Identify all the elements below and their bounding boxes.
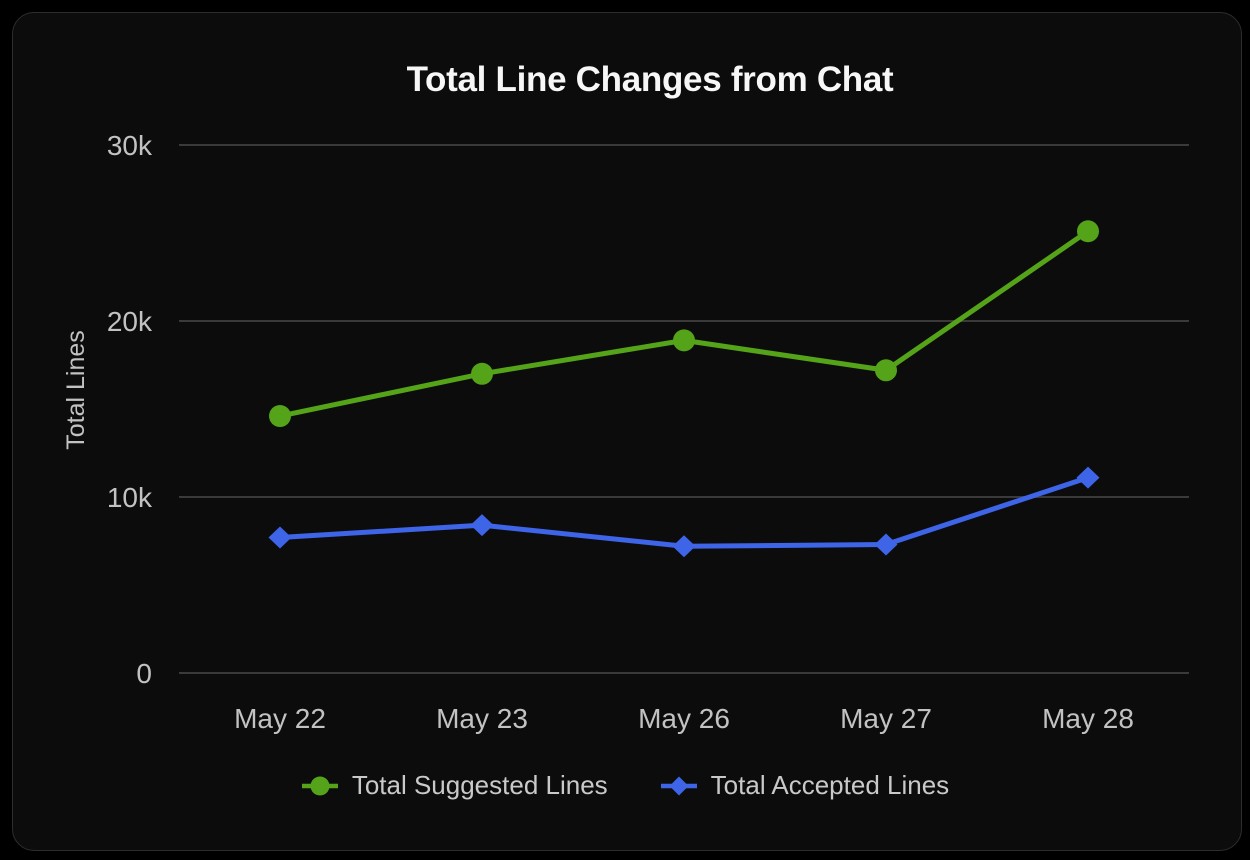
data-point-total-accepted-lines[interactable] <box>672 535 696 558</box>
green-circle-marker-icon <box>301 774 339 798</box>
blue-diamond-marker-icon <box>660 774 698 798</box>
chart-legend: Total Suggested Lines Total Accepted Lin… <box>0 770 1250 801</box>
legend-item-total-accepted-lines[interactable]: Total Accepted Lines <box>660 770 950 801</box>
y-tick-label: 0 <box>136 658 152 689</box>
data-point-total-suggested-lines[interactable] <box>875 359 897 382</box>
data-point-total-suggested-lines[interactable] <box>269 405 291 428</box>
chart-title: Total Line Changes from Chat <box>406 60 894 99</box>
legend-item-total-suggested-lines[interactable]: Total Suggested Lines <box>301 770 608 801</box>
data-point-total-suggested-lines[interactable] <box>673 329 695 352</box>
y-axis-title: Total Lines <box>62 330 90 450</box>
data-point-total-accepted-lines[interactable] <box>268 526 292 549</box>
y-tick-label: 20k <box>107 306 153 337</box>
y-tick-label: 10k <box>107 482 153 513</box>
legend-label: Total Accepted Lines <box>710 770 950 800</box>
data-point-total-accepted-lines[interactable] <box>1076 466 1100 489</box>
x-tick-label: May 22 <box>234 703 326 734</box>
series-line-total-suggested-lines <box>277 228 1091 419</box>
x-tick-label: May 28 <box>1042 703 1134 734</box>
x-tick-label: May 23 <box>436 703 528 734</box>
x-tick-label: May 27 <box>840 703 932 734</box>
x-tick-label: May 26 <box>638 703 730 734</box>
data-point-total-accepted-lines[interactable] <box>470 514 494 537</box>
data-point-total-suggested-lines[interactable] <box>1077 220 1099 243</box>
legend-label: Total Suggested Lines <box>351 770 608 800</box>
y-tick-label: 30k <box>107 130 153 161</box>
data-point-total-accepted-lines[interactable] <box>874 533 898 556</box>
data-point-total-suggested-lines[interactable] <box>471 362 493 385</box>
chart-card <box>12 12 1242 851</box>
